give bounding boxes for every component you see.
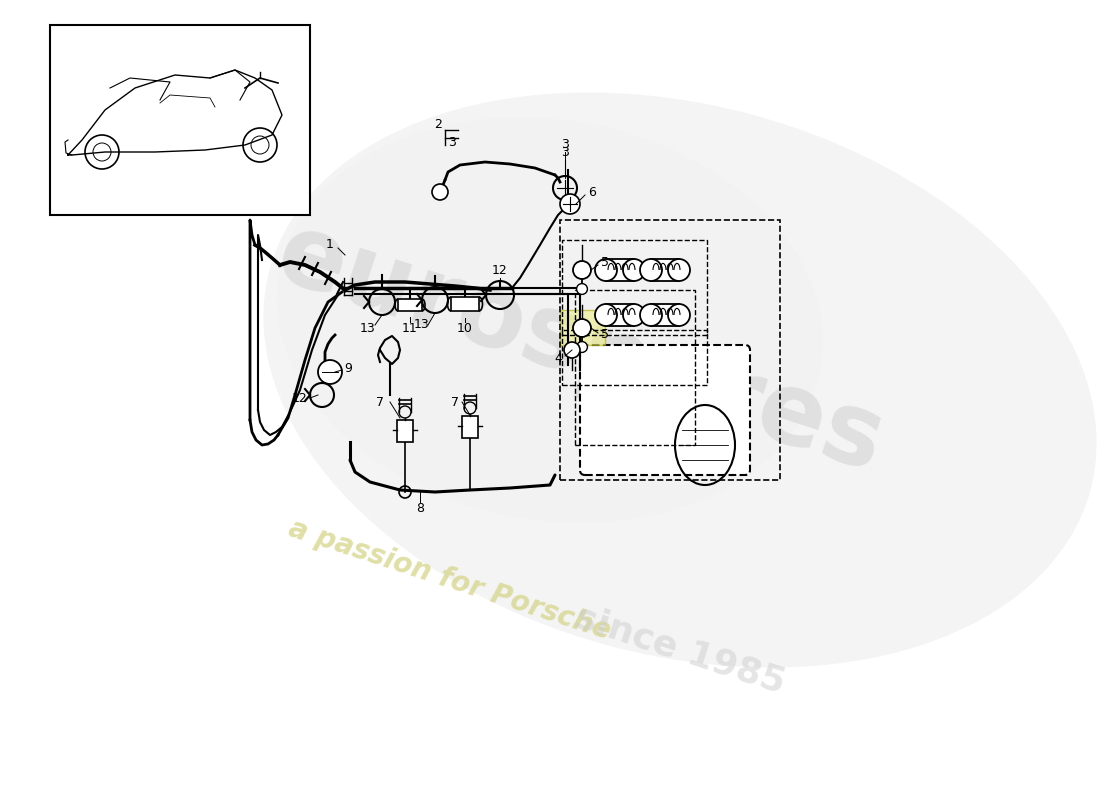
Bar <box>451 297 478 311</box>
Bar <box>398 299 422 311</box>
Text: 7: 7 <box>451 395 459 409</box>
Bar <box>606 259 634 281</box>
Bar <box>397 420 412 442</box>
Circle shape <box>668 304 690 326</box>
Text: 1: 1 <box>326 238 334 251</box>
Circle shape <box>573 261 591 279</box>
Text: 5: 5 <box>601 255 609 269</box>
Text: 9: 9 <box>344 362 352 374</box>
Circle shape <box>623 304 645 326</box>
Circle shape <box>595 304 617 326</box>
Circle shape <box>560 194 580 214</box>
Bar <box>562 330 707 385</box>
Text: 3: 3 <box>448 135 455 149</box>
Circle shape <box>432 184 448 200</box>
Bar <box>575 290 695 445</box>
Circle shape <box>640 304 662 326</box>
Text: a passion for Porsche: a passion for Porsche <box>285 514 615 646</box>
Text: 13: 13 <box>414 318 430 331</box>
Text: 11: 11 <box>403 322 418 334</box>
Bar <box>651 304 679 326</box>
FancyBboxPatch shape <box>580 345 750 475</box>
Text: 3: 3 <box>561 146 569 158</box>
Circle shape <box>564 342 580 358</box>
Bar <box>560 310 605 345</box>
Text: 3: 3 <box>561 138 569 151</box>
Bar <box>606 304 634 326</box>
Ellipse shape <box>263 93 1097 667</box>
Bar <box>562 240 707 335</box>
Circle shape <box>576 283 587 294</box>
Text: 6: 6 <box>588 186 596 198</box>
Ellipse shape <box>277 118 823 522</box>
Text: 7: 7 <box>376 395 384 409</box>
Circle shape <box>573 319 591 337</box>
Text: 12: 12 <box>492 263 508 277</box>
Circle shape <box>595 259 617 281</box>
Circle shape <box>668 259 690 281</box>
Bar <box>651 259 679 281</box>
Text: 5: 5 <box>601 329 609 342</box>
Bar <box>560 220 780 480</box>
Text: 12: 12 <box>293 391 308 405</box>
Text: 2: 2 <box>434 118 442 130</box>
Circle shape <box>576 342 587 352</box>
Text: 13: 13 <box>360 322 376 334</box>
Text: 10: 10 <box>458 322 473 334</box>
Text: eurospares: eurospares <box>264 206 895 494</box>
Circle shape <box>640 259 662 281</box>
Bar <box>462 416 478 438</box>
Circle shape <box>623 259 645 281</box>
Text: 8: 8 <box>416 502 424 514</box>
Text: 4: 4 <box>554 351 562 365</box>
Text: since 1985: since 1985 <box>571 600 790 700</box>
Bar <box>50 25 310 215</box>
Circle shape <box>318 360 342 384</box>
